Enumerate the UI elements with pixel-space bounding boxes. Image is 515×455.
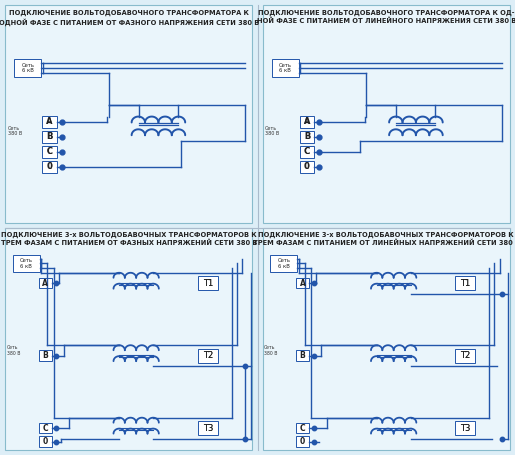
FancyBboxPatch shape [263, 228, 510, 450]
FancyBboxPatch shape [300, 161, 314, 173]
Text: C: C [304, 147, 310, 157]
Text: 0: 0 [42, 437, 48, 446]
Text: T2: T2 [460, 351, 470, 360]
FancyBboxPatch shape [270, 255, 297, 272]
Text: A: A [46, 117, 53, 126]
Text: B: B [46, 132, 53, 142]
Text: Сеть
6 кВ: Сеть 6 кВ [20, 258, 33, 269]
Text: T3: T3 [202, 424, 213, 433]
FancyBboxPatch shape [296, 278, 309, 288]
Text: A: A [300, 279, 305, 288]
FancyBboxPatch shape [296, 436, 309, 447]
Text: C: C [47, 147, 52, 157]
Text: T1: T1 [460, 279, 470, 288]
FancyBboxPatch shape [42, 146, 57, 158]
Text: T1: T1 [202, 279, 213, 288]
FancyBboxPatch shape [42, 161, 57, 173]
Text: B: B [300, 351, 305, 360]
FancyBboxPatch shape [42, 131, 57, 143]
FancyBboxPatch shape [296, 423, 309, 433]
Text: T1: T1 [202, 279, 213, 288]
Text: T1: T1 [460, 279, 470, 288]
Text: Сеть
380 В: Сеть 380 В [8, 126, 22, 136]
FancyBboxPatch shape [42, 116, 57, 128]
Text: C: C [300, 424, 305, 433]
FancyBboxPatch shape [198, 349, 217, 363]
FancyBboxPatch shape [272, 59, 299, 76]
Text: T2: T2 [202, 351, 213, 360]
Text: Сеть
380 В: Сеть 380 В [265, 126, 280, 136]
Text: ПОДКЛЮЧЕНИЕ 3-х ВОЛЬТОДОБАВОЧНЫХ ТРАНСФОРМАТОРОВ К
ТРЕМ ФАЗАМ С ПИТАНИЕМ ОТ ФАЗН: ПОДКЛЮЧЕНИЕ 3-х ВОЛЬТОДОБАВОЧНЫХ ТРАНСФО… [1, 232, 257, 247]
Text: A: A [47, 117, 52, 126]
Text: 0: 0 [300, 437, 305, 446]
FancyBboxPatch shape [13, 255, 40, 272]
Text: 0: 0 [304, 162, 310, 172]
FancyBboxPatch shape [296, 350, 309, 361]
Text: C: C [46, 147, 53, 157]
FancyBboxPatch shape [39, 423, 52, 433]
Text: T2: T2 [202, 351, 213, 360]
Text: Сеть
380 В: Сеть 380 В [7, 345, 20, 356]
FancyBboxPatch shape [455, 349, 475, 363]
Text: Сеть
6 кВ: Сеть 6 кВ [277, 258, 290, 269]
FancyBboxPatch shape [455, 421, 475, 435]
Text: T3: T3 [202, 424, 213, 433]
Text: ПОДКЛЮЧЕНИЕ ВОЛЬТОДОБАВОЧНОГО ТРАНСФОРМАТОРА К ОД-
НОЙ ФАЗЕ С ПИТАНИЕМ ОТ ЛИНЕЙН: ПОДКЛЮЧЕНИЕ ВОЛЬТОДОБАВОЧНОГО ТРАНСФОРМА… [256, 10, 515, 25]
Text: T2: T2 [460, 351, 470, 360]
FancyBboxPatch shape [263, 5, 510, 223]
FancyBboxPatch shape [39, 350, 52, 361]
Text: B: B [304, 132, 310, 142]
FancyBboxPatch shape [39, 436, 52, 447]
FancyBboxPatch shape [5, 5, 252, 223]
Text: Сеть
6 кВ: Сеть 6 кВ [279, 63, 292, 73]
FancyBboxPatch shape [5, 228, 252, 450]
Text: B: B [304, 132, 310, 142]
FancyBboxPatch shape [300, 131, 314, 143]
Text: Сеть
6 кВ: Сеть 6 кВ [21, 63, 35, 73]
Text: A: A [304, 117, 310, 126]
Text: 0: 0 [46, 162, 53, 172]
Text: 0: 0 [47, 162, 52, 172]
Text: B: B [47, 132, 52, 142]
FancyBboxPatch shape [300, 146, 314, 158]
FancyBboxPatch shape [455, 277, 475, 290]
FancyBboxPatch shape [300, 116, 314, 128]
FancyBboxPatch shape [198, 421, 217, 435]
Text: C: C [42, 424, 48, 433]
Text: ПОДКЛЮЧЕНИЕ ВОЛЬТОДОБАВОЧНОГО ТРАНСФОРМАТОРА К
ОДНОЙ ФАЗЕ С ПИТАНИЕМ ОТ ФАЗНОГО : ПОДКЛЮЧЕНИЕ ВОЛЬТОДОБАВОЧНОГО ТРАНСФОРМА… [0, 10, 259, 26]
Text: B: B [42, 351, 48, 360]
Text: C: C [304, 147, 310, 157]
Text: T3: T3 [460, 424, 470, 433]
Text: A: A [304, 117, 310, 126]
Text: 0: 0 [304, 162, 310, 172]
FancyBboxPatch shape [14, 59, 41, 76]
FancyBboxPatch shape [198, 277, 217, 290]
Text: A: A [42, 279, 48, 288]
Text: T3: T3 [460, 424, 470, 433]
FancyBboxPatch shape [39, 278, 52, 288]
Text: Сеть
380 В: Сеть 380 В [264, 345, 278, 356]
Text: ПОДКЛЮЧЕНИЕ 3-х ВОЛЬТОДОБАВОЧНЫХ ТРАНСФОРМАТОРОВ К
ТРЕМ ФАЗАМ С ПИТАНИЕМ ОТ ЛИНЕ: ПОДКЛЮЧЕНИЕ 3-х ВОЛЬТОДОБАВОЧНЫХ ТРАНСФО… [253, 232, 515, 247]
